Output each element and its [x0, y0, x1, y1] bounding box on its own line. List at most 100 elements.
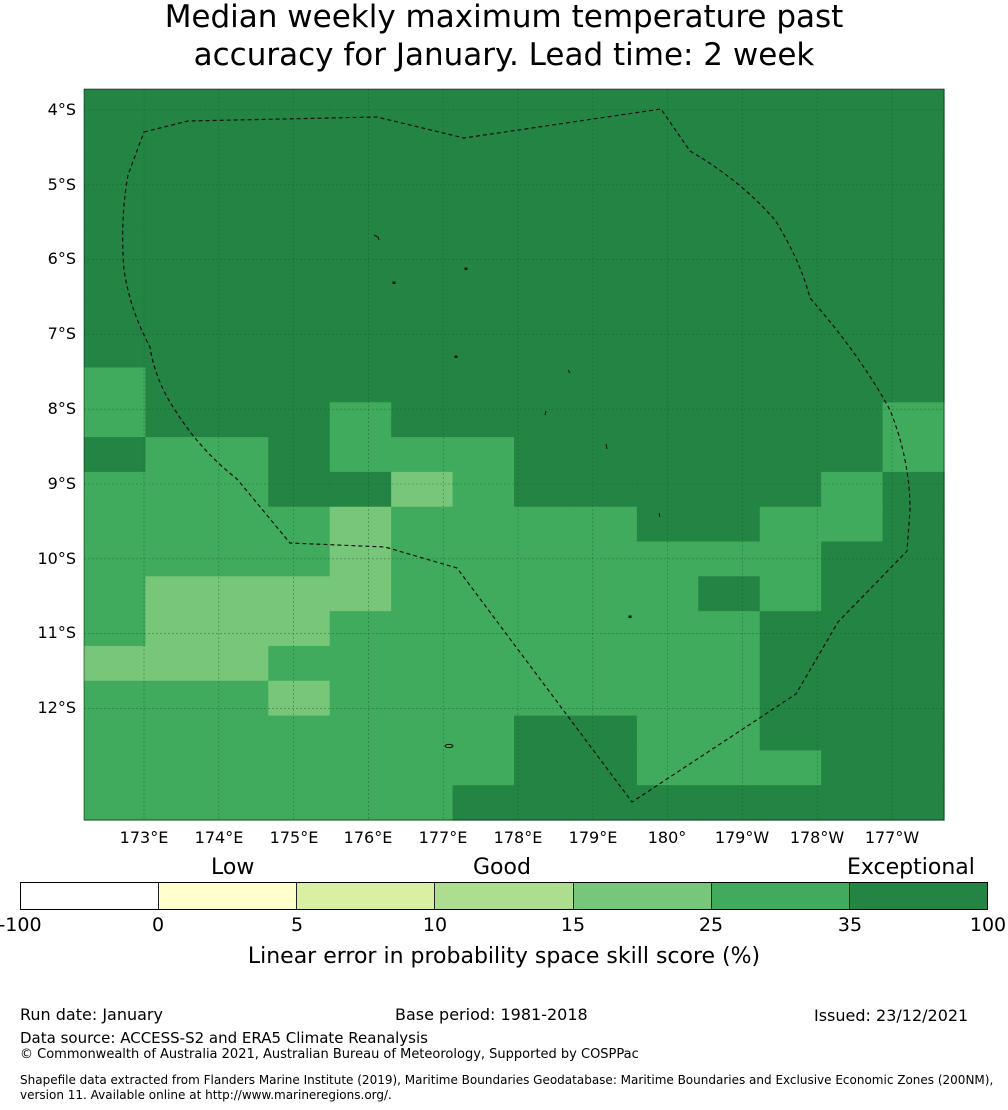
skill-cell: [391, 541, 454, 577]
skill-cell: [145, 367, 208, 403]
colorbar-tick: 0: [151, 914, 165, 936]
skill-cell: [84, 402, 147, 438]
skill-cell: [84, 541, 147, 577]
skill-cell: [575, 193, 638, 229]
skill-cell: [514, 263, 577, 299]
skill-cell: [575, 402, 638, 438]
skill-cell: [882, 506, 945, 543]
lat-label-12s: 12°S: [37, 698, 76, 717]
skill-cell: [514, 541, 577, 577]
skill-cell: [206, 785, 269, 821]
skill-cell: [206, 437, 269, 473]
skill-cell: [636, 750, 699, 786]
colorbar-segment: [297, 883, 436, 909]
skill-cell: [698, 750, 761, 786]
skill-cell: [329, 263, 392, 299]
colorbar-tick: 10: [422, 914, 448, 936]
skill-cell: [575, 158, 638, 195]
skill-cell: [391, 89, 454, 125]
skill-cell: [391, 402, 454, 438]
skill-cell: [759, 645, 822, 682]
skill-cell: [206, 89, 269, 125]
skill-cell: [145, 228, 208, 264]
category-good: Good: [473, 855, 531, 880]
skill-cell: [882, 541, 945, 577]
skill-cell: [882, 471, 945, 508]
skill-cell: [882, 332, 945, 369]
skill-cell: [882, 367, 945, 403]
colorbar-segment: [21, 883, 160, 909]
skill-cell: [268, 576, 331, 612]
shapefile-credit-2: version 11. Available online at http://w…: [20, 1088, 392, 1102]
skill-cell: [329, 750, 392, 786]
skill-cell: [514, 471, 577, 508]
skill-cell: [821, 263, 884, 299]
skill-cell: [514, 715, 577, 751]
skill-cell: [391, 785, 454, 821]
skill-cell: [329, 680, 392, 717]
category-exceptional: Exceptional: [847, 855, 975, 880]
skill-cell: [206, 193, 269, 229]
colorbar-tick: 35: [837, 914, 863, 936]
skill-cell: [575, 89, 638, 125]
skill-cell: [145, 297, 208, 334]
skill-cell: [575, 541, 638, 577]
lat-label-10s: 10°S: [37, 549, 76, 568]
issued-date: Issued: 23/12/2021: [814, 1006, 969, 1025]
skill-cell: [514, 123, 577, 160]
skill-cell: [145, 541, 208, 577]
skill-cell: [452, 645, 515, 682]
skill-cell: [329, 785, 392, 821]
skill-cell: [882, 402, 945, 438]
lon-label-179w: 179°W: [714, 828, 770, 847]
skill-cell: [575, 611, 638, 647]
skill-cell: [452, 750, 515, 786]
skill-cell: [329, 437, 392, 473]
skill-cell: [698, 680, 761, 717]
skill-cell: [759, 332, 822, 369]
skill-cell: [268, 471, 331, 508]
skill-cell: [821, 89, 884, 125]
skill-cell: [698, 611, 761, 647]
skill-cell: [206, 228, 269, 264]
skill-cell: [391, 263, 454, 299]
skill-cell: [698, 402, 761, 438]
skill-cell: [206, 715, 269, 751]
colorbar-segment: [711, 883, 850, 909]
skill-cell: [698, 541, 761, 577]
skill-cell: [268, 750, 331, 786]
skill-cell: [145, 193, 208, 229]
skill-cell: [575, 123, 638, 160]
skill-cell: [882, 680, 945, 717]
skill-cell: [84, 297, 147, 334]
skill-cell: [759, 367, 822, 403]
skill-cell: [145, 506, 208, 543]
skill-cell: [575, 715, 638, 751]
skill-cell: [145, 263, 208, 299]
skill-cell: [821, 471, 884, 508]
skill-cell: [84, 332, 147, 369]
skill-cell: [882, 123, 945, 160]
skill-cell: [698, 158, 761, 195]
skill-cell: [759, 158, 822, 195]
title-line-1: Median weekly maximum temperature past: [164, 0, 844, 35]
skill-cell: [575, 367, 638, 403]
skill-cell: [759, 471, 822, 508]
skill-cell: [452, 367, 515, 403]
skill-cell: [821, 611, 884, 647]
skill-cell: [821, 437, 884, 473]
skill-cell: [821, 715, 884, 751]
skill-cell: [821, 297, 884, 334]
shapefile-credit-1: Shapefile data extracted from Flanders M…: [20, 1073, 994, 1087]
skill-cell: [329, 228, 392, 264]
skill-cell: [268, 506, 331, 543]
skill-cell: [145, 645, 208, 682]
skill-cell: [206, 123, 269, 160]
colorbar-tick: 15: [560, 914, 586, 936]
skill-cell: [698, 297, 761, 334]
skill-cell: [514, 645, 577, 682]
copyright: © Commonwealth of Australia 2021, Austra…: [20, 1047, 639, 1062]
skill-cell: [84, 193, 147, 229]
skill-cell: [636, 297, 699, 334]
skill-cell: [452, 297, 515, 334]
